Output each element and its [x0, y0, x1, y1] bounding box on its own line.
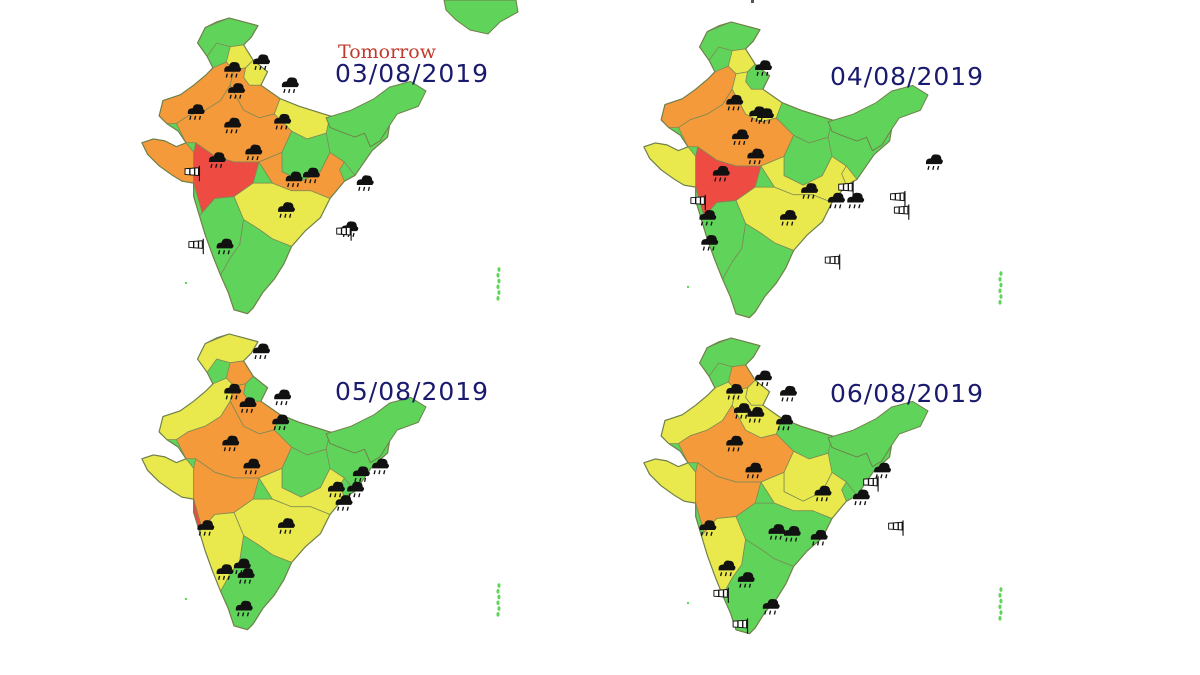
windsock-icon [863, 475, 879, 493]
island-mark [999, 282, 1003, 288]
india-map-panel-1 [141, 17, 501, 315]
island-mark [497, 594, 501, 600]
date-label: 03/08/2019 [335, 59, 489, 88]
island-mark [999, 610, 1003, 615]
heavy-rain-icon [846, 192, 865, 209]
country-outline [141, 17, 391, 315]
heavy-rain-icon [356, 174, 375, 192]
heavy-rain-icon [779, 385, 798, 403]
island-mark [999, 294, 1003, 299]
island-mark [999, 598, 1003, 604]
windsock-icon [893, 203, 910, 221]
warning-region [643, 458, 697, 504]
northeast-region [325, 80, 427, 148]
island-mark [184, 281, 188, 285]
island-mark [496, 612, 500, 617]
island-mark [496, 272, 500, 278]
island-mark [998, 300, 1002, 305]
cropped-map-fragment [443, 0, 519, 35]
heavy-rain-icon [281, 76, 300, 94]
island-mark [497, 606, 501, 611]
island-mark [496, 600, 500, 606]
island-mark [999, 271, 1003, 276]
date-label: 06/08/2019 [830, 379, 984, 408]
heavy-rain-icon [925, 153, 944, 171]
windsock-icon [336, 224, 352, 242]
country-outline [643, 337, 893, 635]
northeast-region [827, 400, 929, 468]
island-mark [999, 587, 1003, 592]
northeast-region [827, 84, 929, 152]
warning-region [643, 142, 697, 188]
island-mark [686, 601, 690, 605]
date-label: 04/08/2019 [830, 62, 984, 91]
island-mark [184, 597, 188, 601]
island-mark [686, 285, 690, 289]
island-mark [998, 592, 1002, 598]
northeast-region [325, 396, 427, 464]
heavy-rain-icon [273, 388, 292, 406]
island-mark [998, 616, 1002, 621]
india-map-panel-4 [643, 337, 1003, 635]
windsock-icon [889, 190, 906, 207]
windsock-icon [188, 238, 204, 255]
island-mark [497, 583, 501, 588]
island-mark [496, 296, 500, 301]
country-outline [643, 21, 893, 319]
warning-region [141, 138, 195, 184]
island-mark [497, 278, 501, 284]
windsock-icon [887, 519, 904, 537]
island-mark [497, 290, 501, 295]
date-label: 05/08/2019 [335, 377, 489, 406]
island-mark [496, 284, 500, 290]
island-mark [998, 276, 1002, 282]
country-outline [141, 333, 391, 631]
tomorrow-label: Tomorrow [338, 41, 437, 63]
island-mark [496, 588, 500, 594]
warning-region [141, 454, 195, 500]
island-mark [998, 288, 1002, 294]
windsock-icon [824, 253, 841, 271]
heavy-rain-icon [754, 369, 773, 387]
india-map-panel-3 [141, 333, 501, 631]
island-mark [497, 267, 501, 272]
island-mark [998, 604, 1002, 610]
cropped-mark [751, 0, 754, 3]
india-map-panel-2 [643, 21, 1003, 319]
